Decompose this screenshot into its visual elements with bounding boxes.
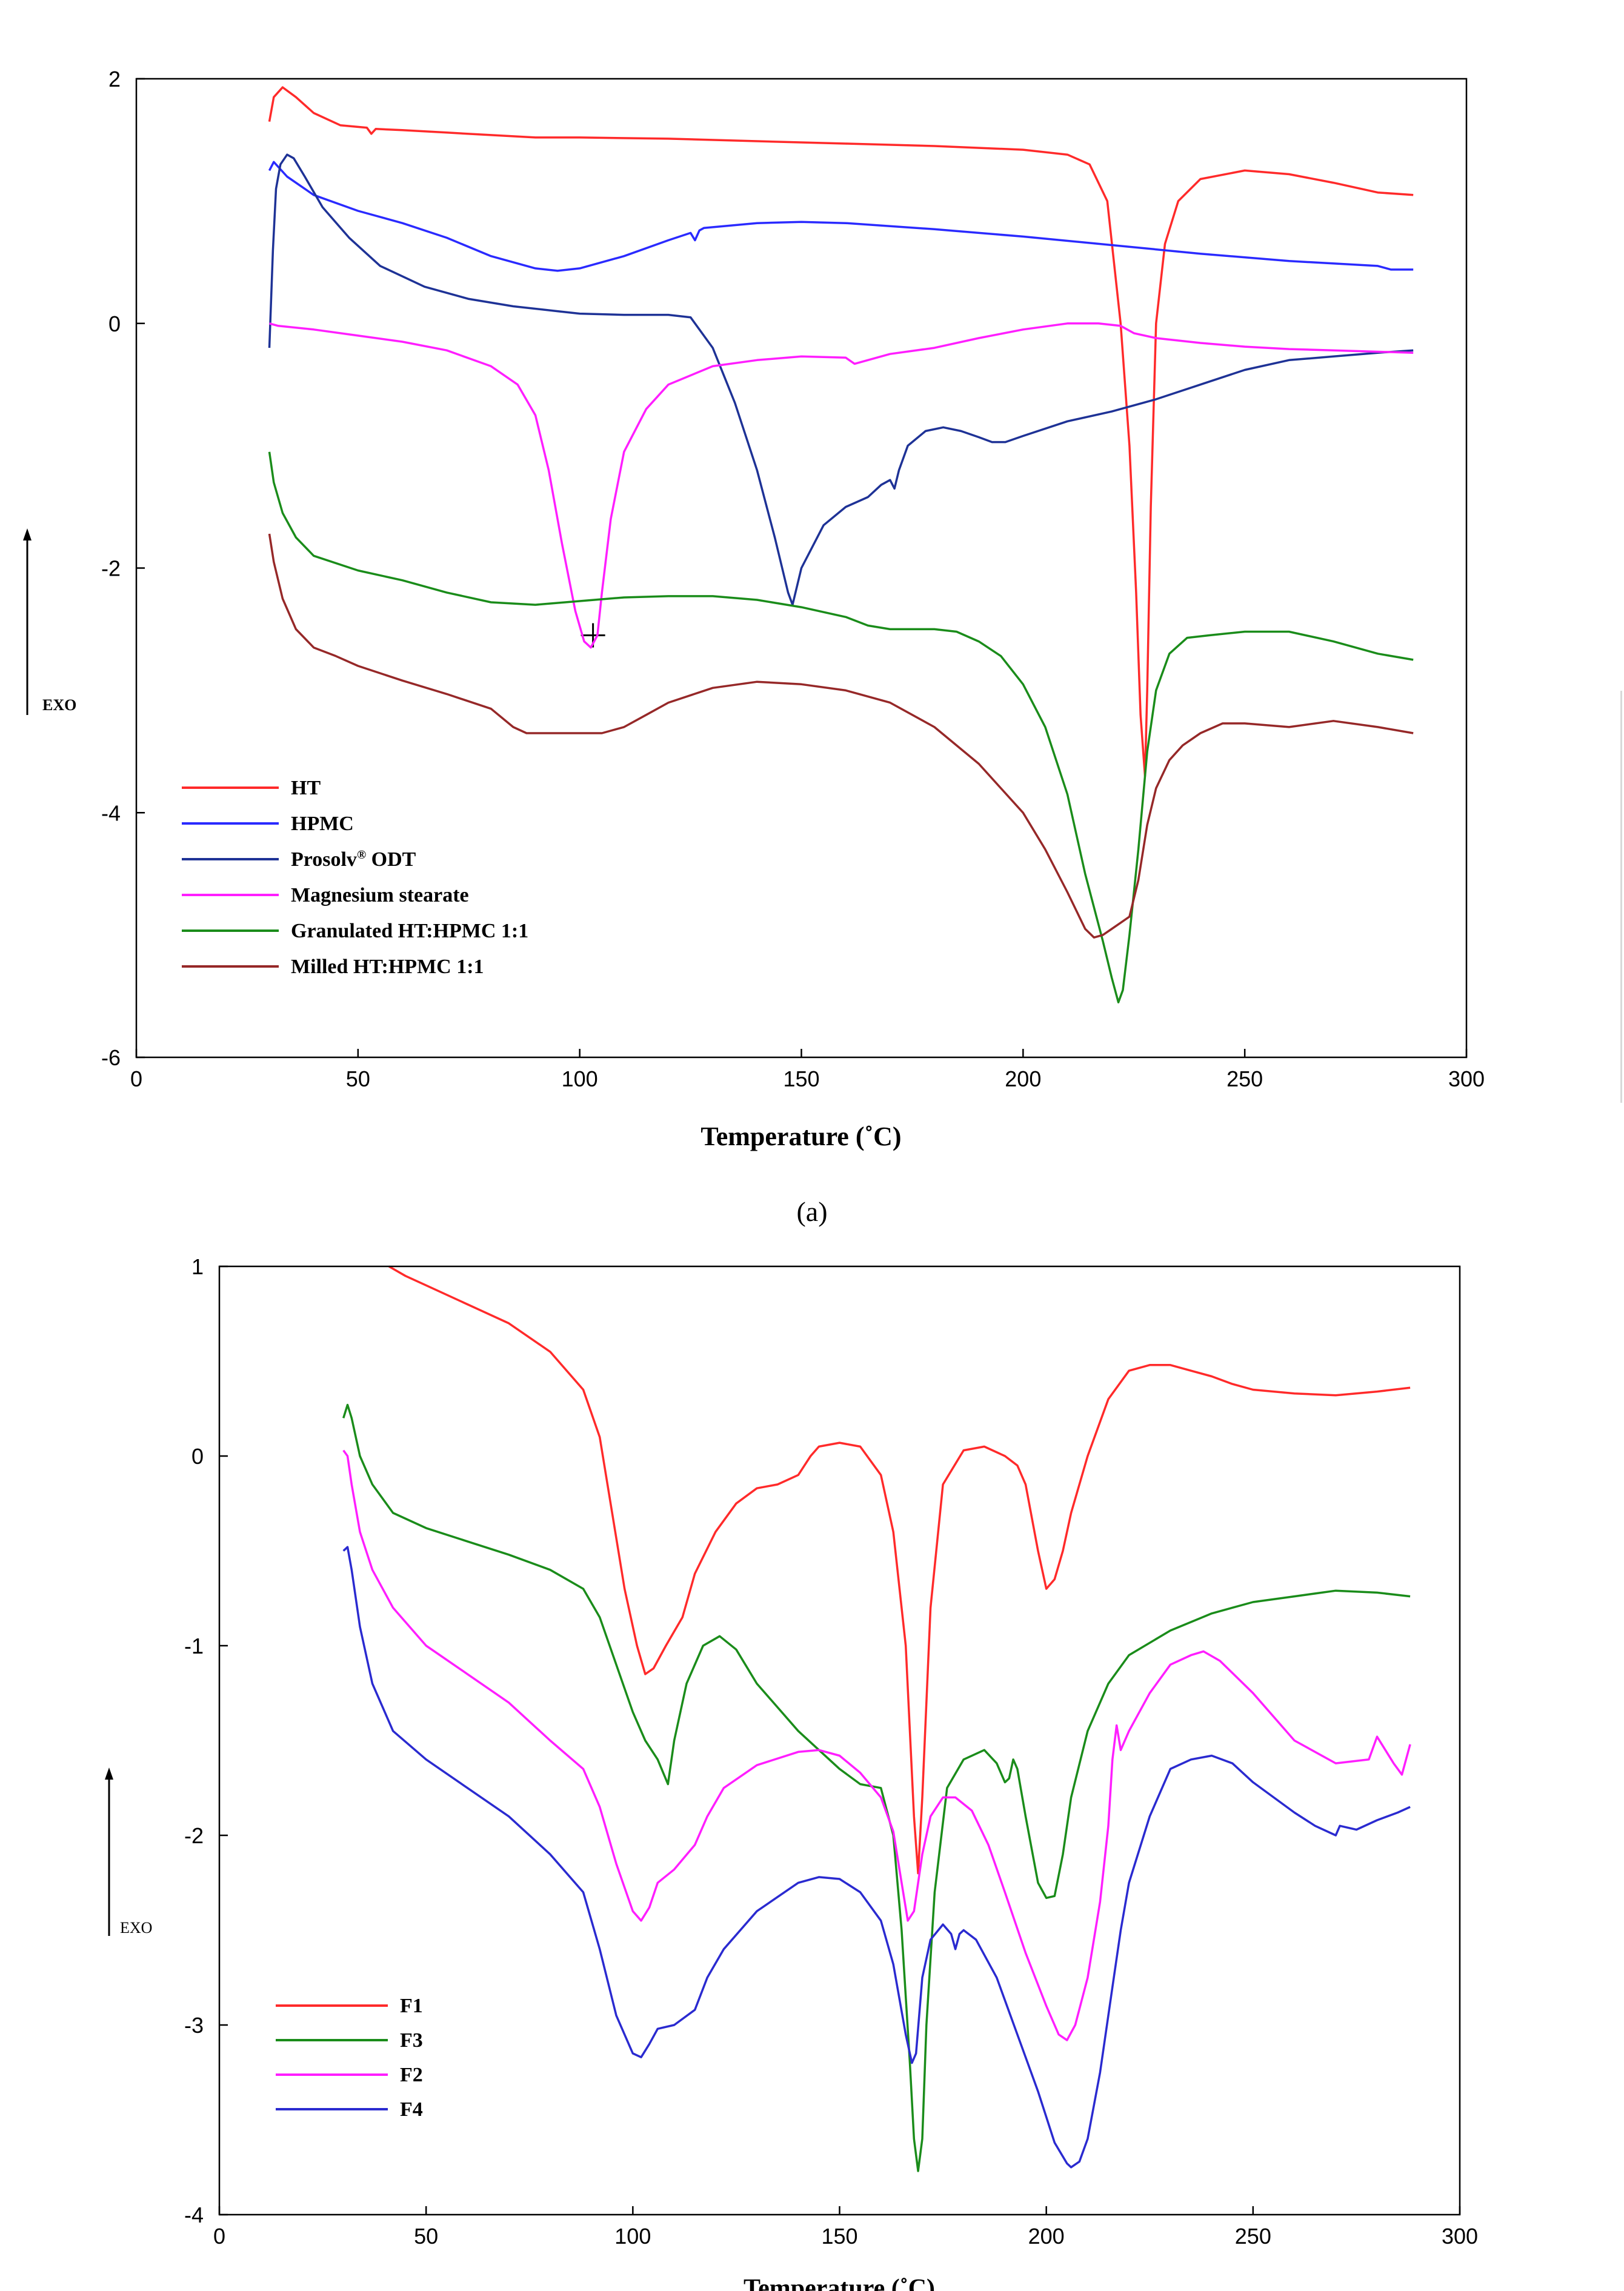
panel-a-y-label: EXO (42, 696, 76, 714)
panel-b-y-label: EXO (120, 1919, 152, 1937)
y-tick-label: -2 (184, 1823, 204, 1848)
series-line-granulated-ht-hpmc-1-1 (268, 451, 1414, 1003)
panel-b-ticks: 0 50 100 150 200 250 300 1 0 -1 -2 -3 -4 (184, 1254, 1478, 2249)
x-tick-label: 150 (783, 1066, 819, 1091)
panel-b-plot-frame (218, 1265, 1461, 2216)
series-line-f1 (388, 1265, 1411, 1875)
x-tick-label: 300 (1442, 2224, 1478, 2249)
y-tick-label: 1 (191, 1254, 204, 1279)
series-line-prosolv-odt (268, 153, 1414, 606)
y-tick-label: 0 (191, 1444, 204, 1469)
panel-b-y-axis-arrow (105, 1767, 113, 1936)
y-tick-label: -1 (184, 1634, 204, 1658)
panel-a-caption: (a) (796, 1196, 827, 1227)
legend-label: F2 (400, 2064, 423, 2086)
y-tick-label: -4 (101, 800, 121, 825)
legend-entry: HPMC (182, 813, 354, 835)
legend-entry: HT (182, 777, 321, 799)
legend-entry: Granulated HT:HPMC 1:1 (182, 920, 528, 942)
series-line-f4 (342, 1546, 1411, 2169)
panel-a-plot-frame (135, 78, 1468, 1059)
y-tick-label: -6 (101, 1045, 121, 1070)
panel-b-x-label: Temperature (˚C) (744, 2275, 935, 2291)
series-line-f2 (342, 1449, 1411, 2041)
legend-label: F4 (400, 2098, 423, 2121)
legend-label: Granulated HT:HPMC 1:1 (291, 920, 528, 942)
legend-label: Prosolv® ODT (291, 848, 416, 871)
x-tick-label: 150 (821, 2224, 857, 2249)
legend-label: Magnesium stearate (291, 884, 469, 906)
legend-entry: Milled HT:HPMC 1:1 (182, 956, 484, 978)
x-tick-label: 50 (414, 2224, 438, 2249)
y-tick-label: 2 (108, 67, 121, 91)
panel-b-legend: F1 F3 F2 F4 (276, 1995, 423, 2121)
x-tick-label: 200 (1005, 1066, 1041, 1091)
legend-entry: Magnesium stearate (182, 884, 469, 906)
y-tick-label: -4 (184, 2203, 204, 2227)
panel-b-series (342, 1265, 1411, 2172)
legend-label: HPMC (291, 813, 354, 835)
series-line-ht (268, 86, 1414, 777)
legend-label-suffix: ODT (366, 848, 416, 871)
y-tick-label: -2 (101, 556, 121, 581)
panel-a-chart: EXO 0 50 100 150 200 250 300 2 0 -2 -4 -6 HT HPMC Pro… (23, 67, 1485, 1151)
x-tick-label: 250 (1226, 1066, 1263, 1091)
y-tick-label: 0 (108, 311, 121, 336)
page-edge-rule (1620, 691, 1622, 1103)
x-tick-label: 300 (1448, 1066, 1485, 1091)
x-tick-label: 250 (1235, 2224, 1271, 2249)
legend-label: HT (291, 777, 321, 799)
legend-label-superscript: ® (357, 848, 366, 862)
legend-label: Milled HT:HPMC 1:1 (291, 956, 484, 978)
legend-label: F3 (400, 2029, 423, 2052)
panel-a-series (268, 86, 1414, 1003)
x-tick-label: 100 (614, 2224, 651, 2249)
panel-a-legend: HT HPMC Prosolv® ODT Magnesium stearate Gran… (182, 777, 528, 978)
legend-entry: F2 (276, 2064, 423, 2086)
series-line-f3 (342, 1403, 1411, 2172)
panel-a-x-label: Temperature (˚C) (701, 1122, 901, 1151)
series-line-hpmc (268, 161, 1414, 272)
legend-entry: F1 (276, 1995, 423, 2017)
y-tick-label: -3 (184, 2013, 204, 2038)
panel-a-ticks: 0 50 100 150 200 250 300 2 0 -2 -4 -6 (101, 67, 1485, 1091)
legend-entry: Prosolv® ODT (182, 848, 416, 871)
panel-a-y-axis-arrow (23, 528, 32, 715)
x-tick-label: 100 (562, 1066, 598, 1091)
legend-entry: F4 (276, 2098, 423, 2121)
x-tick-label: 50 (346, 1066, 370, 1091)
series-line-magnesium-stearate (269, 322, 1414, 649)
x-tick-label: 200 (1028, 2224, 1065, 2249)
series-line-milled-ht-hpmc-1-1 (268, 533, 1414, 939)
x-tick-label: 0 (213, 2224, 225, 2249)
legend-entry: F3 (276, 2029, 423, 2052)
x-tick-label: 0 (130, 1066, 142, 1091)
legend-label: F1 (400, 1995, 423, 2017)
